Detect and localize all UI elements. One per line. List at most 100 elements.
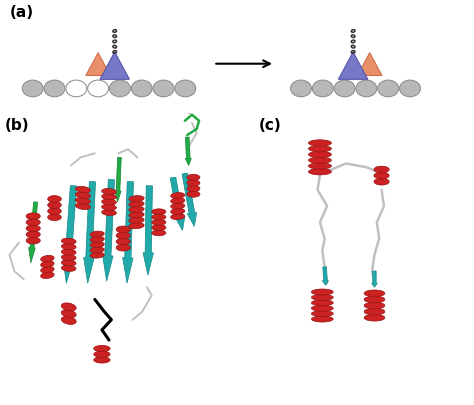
Ellipse shape xyxy=(309,152,331,158)
Ellipse shape xyxy=(129,202,144,207)
Ellipse shape xyxy=(171,198,185,204)
Ellipse shape xyxy=(116,245,130,252)
Ellipse shape xyxy=(374,179,389,185)
Ellipse shape xyxy=(62,244,76,250)
Ellipse shape xyxy=(26,213,40,220)
Ellipse shape xyxy=(152,215,166,220)
Ellipse shape xyxy=(90,253,104,258)
Ellipse shape xyxy=(102,200,116,205)
Ellipse shape xyxy=(364,296,385,303)
Ellipse shape xyxy=(41,261,54,268)
Ellipse shape xyxy=(48,214,61,221)
Polygon shape xyxy=(115,158,121,202)
Polygon shape xyxy=(100,53,129,80)
Ellipse shape xyxy=(129,218,144,224)
Ellipse shape xyxy=(102,189,116,195)
Ellipse shape xyxy=(90,247,104,253)
Ellipse shape xyxy=(75,204,91,210)
Ellipse shape xyxy=(152,230,166,236)
Polygon shape xyxy=(143,186,154,275)
Ellipse shape xyxy=(62,249,76,256)
Polygon shape xyxy=(170,178,185,231)
Ellipse shape xyxy=(311,300,333,306)
Ellipse shape xyxy=(102,205,116,211)
Ellipse shape xyxy=(129,223,144,229)
Polygon shape xyxy=(372,271,377,288)
Ellipse shape xyxy=(61,310,76,318)
Ellipse shape xyxy=(75,187,91,193)
Ellipse shape xyxy=(26,232,40,238)
Ellipse shape xyxy=(61,317,76,324)
Ellipse shape xyxy=(48,202,61,209)
Polygon shape xyxy=(29,202,37,263)
Ellipse shape xyxy=(364,309,385,315)
Ellipse shape xyxy=(171,193,185,199)
Text: (b): (b) xyxy=(5,118,29,133)
Ellipse shape xyxy=(187,175,200,181)
Polygon shape xyxy=(338,53,368,80)
Polygon shape xyxy=(103,180,115,281)
Circle shape xyxy=(109,81,130,98)
Ellipse shape xyxy=(26,238,40,244)
Ellipse shape xyxy=(116,226,130,233)
Ellipse shape xyxy=(171,204,185,209)
Ellipse shape xyxy=(311,289,333,295)
Text: (c): (c) xyxy=(258,118,281,133)
Ellipse shape xyxy=(309,158,331,164)
Ellipse shape xyxy=(184,101,195,108)
Ellipse shape xyxy=(90,232,104,237)
Ellipse shape xyxy=(62,239,76,245)
Ellipse shape xyxy=(364,303,385,309)
Text: (a): (a) xyxy=(9,5,34,20)
Ellipse shape xyxy=(152,220,166,226)
Ellipse shape xyxy=(26,226,40,232)
Ellipse shape xyxy=(48,208,61,215)
Polygon shape xyxy=(123,182,134,284)
Ellipse shape xyxy=(41,273,54,279)
Ellipse shape xyxy=(309,163,331,170)
Ellipse shape xyxy=(41,256,54,262)
Ellipse shape xyxy=(187,192,200,198)
Polygon shape xyxy=(322,267,328,286)
Ellipse shape xyxy=(311,316,333,322)
Ellipse shape xyxy=(41,267,54,273)
Circle shape xyxy=(291,81,311,98)
Ellipse shape xyxy=(187,186,200,192)
Ellipse shape xyxy=(129,196,144,202)
Polygon shape xyxy=(84,182,96,284)
Circle shape xyxy=(356,81,377,98)
Circle shape xyxy=(334,81,355,98)
Ellipse shape xyxy=(184,107,195,114)
Ellipse shape xyxy=(364,290,385,297)
Polygon shape xyxy=(185,138,191,166)
Polygon shape xyxy=(357,53,382,76)
Polygon shape xyxy=(182,174,197,227)
Ellipse shape xyxy=(152,209,166,215)
Ellipse shape xyxy=(374,173,389,179)
Ellipse shape xyxy=(75,192,91,199)
Ellipse shape xyxy=(309,169,331,175)
Ellipse shape xyxy=(62,266,76,272)
Ellipse shape xyxy=(61,303,76,311)
Ellipse shape xyxy=(48,196,61,203)
Polygon shape xyxy=(86,53,110,76)
Ellipse shape xyxy=(311,305,333,311)
Ellipse shape xyxy=(102,194,116,200)
Ellipse shape xyxy=(309,141,331,147)
Circle shape xyxy=(88,81,109,98)
Circle shape xyxy=(131,81,152,98)
Ellipse shape xyxy=(171,209,185,215)
Ellipse shape xyxy=(94,351,110,358)
Ellipse shape xyxy=(374,167,389,173)
Ellipse shape xyxy=(62,255,76,261)
Ellipse shape xyxy=(129,207,144,213)
Ellipse shape xyxy=(187,181,200,187)
Ellipse shape xyxy=(94,345,110,352)
Ellipse shape xyxy=(309,146,331,153)
Ellipse shape xyxy=(311,295,333,301)
Circle shape xyxy=(66,81,87,98)
Ellipse shape xyxy=(90,242,104,248)
Ellipse shape xyxy=(94,357,110,363)
Ellipse shape xyxy=(364,315,385,321)
Ellipse shape xyxy=(116,232,130,239)
